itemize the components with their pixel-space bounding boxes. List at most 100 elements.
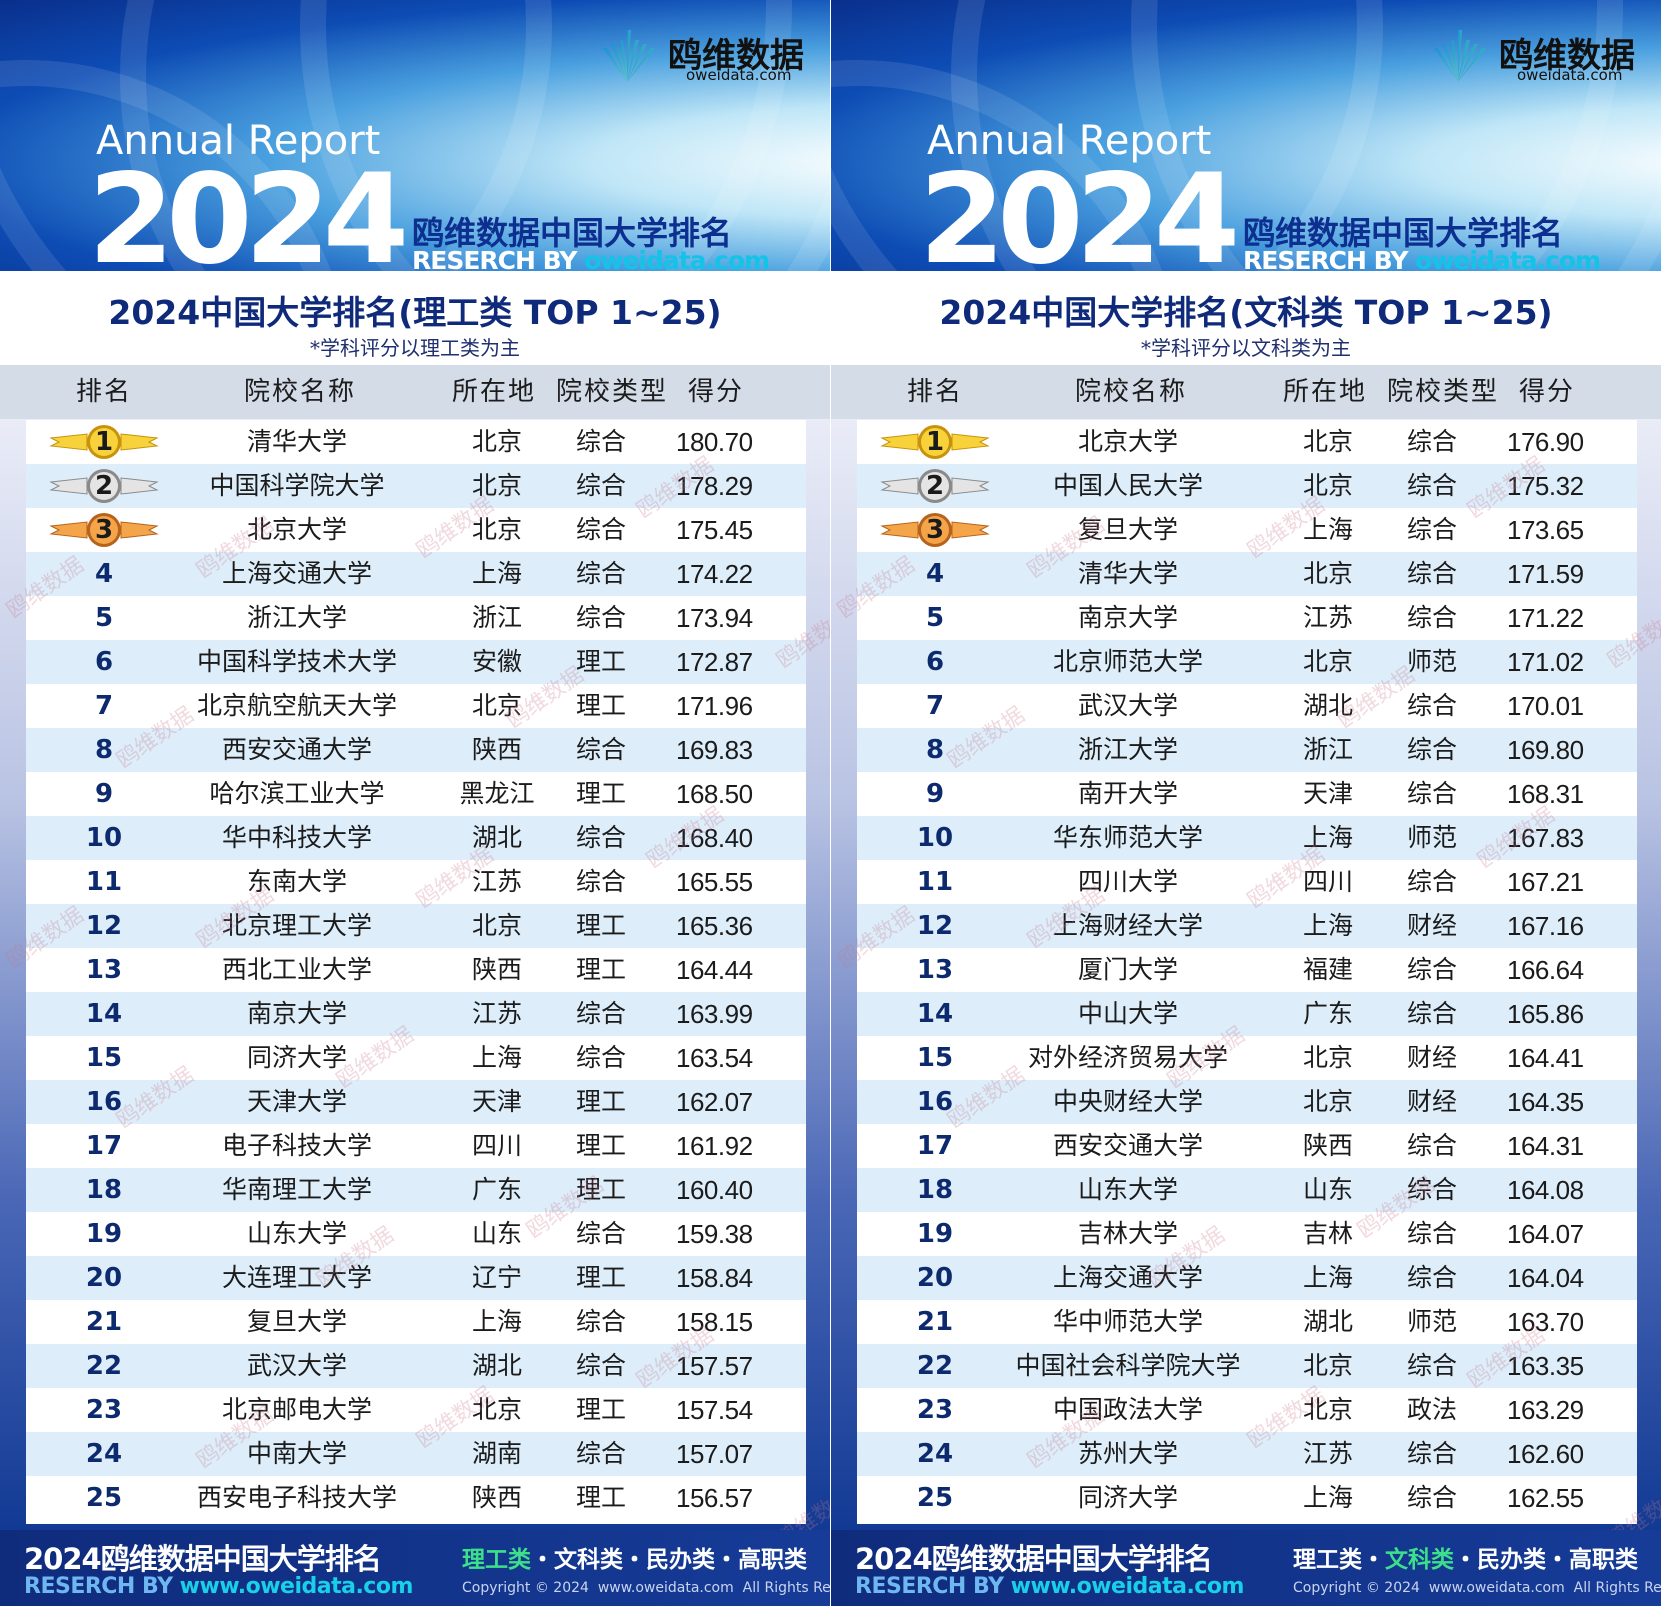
school-type: 综合 <box>1406 1439 1458 1468</box>
university-name: 中国科学院大学 <box>209 471 385 500</box>
table-row: 23 北京邮电大学 北京 理工 157.54 <box>26 1388 806 1432</box>
university-name: 苏州大学 <box>1077 1439 1179 1468</box>
location: 北京 <box>1302 647 1354 676</box>
rank-number: 23 <box>916 1395 954 1425</box>
column-header: 得分 <box>687 377 745 407</box>
school-type: 综合 <box>1406 1351 1458 1380</box>
score: 167.21 <box>1507 867 1584 897</box>
score: 163.54 <box>676 1043 753 1073</box>
score: 168.50 <box>676 779 753 809</box>
rank-number: 25 <box>916 1483 954 1513</box>
location: 天津 <box>1302 779 1354 808</box>
location: 广东 <box>471 1175 523 1204</box>
table-row: 8 浙江大学 浙江 综合 169.80 <box>857 728 1637 772</box>
school-type: 综合 <box>1406 559 1458 588</box>
university-name: 大连理工大学 <box>221 1263 373 1292</box>
table-row: 19 吉林大学 吉林 综合 164.07 <box>857 1212 1637 1256</box>
table-row: 1 北京大学 北京 综合 176.90 <box>857 420 1637 464</box>
location: 湖北 <box>471 823 523 852</box>
university-name: 山东大学 <box>1077 1175 1179 1204</box>
school-type: 理工 <box>575 647 627 676</box>
school-type: 综合 <box>1406 1263 1458 1292</box>
table-row: 9 哈尔滨工业大学 黑龙江 理工 168.50 <box>26 772 806 816</box>
location: 北京 <box>1302 427 1354 456</box>
school-type: 综合 <box>1406 1131 1458 1160</box>
medal <box>49 512 159 548</box>
rank-number: 4 <box>925 559 945 589</box>
location: 上海 <box>1302 1483 1354 1512</box>
score: 171.59 <box>1507 559 1584 589</box>
school-type: 综合 <box>1406 955 1458 984</box>
location: 广东 <box>1302 999 1354 1028</box>
column-header-band <box>831 365 1661 419</box>
score: 164.41 <box>1507 1043 1584 1073</box>
school-type: 综合 <box>1406 603 1458 632</box>
school-type: 综合 <box>575 1219 627 1248</box>
logo-name: 鸥维数据 <box>668 36 804 76</box>
score: 156.57 <box>676 1483 753 1513</box>
rank-number: 12 <box>85 911 123 941</box>
location: 天津 <box>471 1087 523 1116</box>
score: 159.38 <box>676 1219 753 1249</box>
column-header: 院校名称 <box>243 377 357 407</box>
table-row: 6 中国科学技术大学 安徽 理工 172.87 <box>26 640 806 684</box>
column-header: 院校名称 <box>1074 377 1188 407</box>
panel: 鸥维数据 oweidata.com Annual Report 2024 鸥维数据中国大… <box>0 0 830 1606</box>
university-name: 北京大学 <box>1077 427 1179 456</box>
score: 180.70 <box>676 427 753 457</box>
rank-number: 2 <box>94 471 114 501</box>
research-line: RESERCH BY oweidata.com <box>412 246 770 271</box>
school-type: 理工 <box>575 911 627 940</box>
university-name: 对外经济贸易大学 <box>1027 1043 1229 1072</box>
rank-number: 5 <box>94 603 114 633</box>
university-name: 中国政法大学 <box>1052 1395 1204 1424</box>
medal <box>880 424 990 460</box>
rank-number: 21 <box>85 1307 123 1337</box>
table-row: 3 北京大学 北京 综合 175.45 <box>26 508 806 552</box>
school-type: 师范 <box>1406 647 1458 676</box>
score: 166.64 <box>1507 955 1584 985</box>
footer-research: RESERCH BY www.oweidata.com <box>855 1574 1244 1599</box>
rank-number: 24 <box>85 1439 123 1469</box>
score: 171.22 <box>1507 603 1584 633</box>
rank-number: 10 <box>916 823 954 853</box>
rank-number: 10 <box>85 823 123 853</box>
location: 上海 <box>1302 823 1354 852</box>
table-row: 9 南开大学 天津 综合 168.31 <box>857 772 1637 816</box>
banner: 鸥维数据 oweidata.com Annual Report 2024 鸥维数据中国大… <box>831 0 1661 271</box>
school-type: 政法 <box>1406 1395 1458 1424</box>
university-name: 厦门大学 <box>1077 955 1179 984</box>
table-row: 23 中国政法大学 北京 政法 163.29 <box>857 1388 1637 1432</box>
table-row: 5 浙江大学 浙江 综合 173.94 <box>26 596 806 640</box>
rank-number: 20 <box>916 1263 954 1293</box>
university-name: 上海交通大学 <box>1052 1263 1204 1292</box>
score: 163.70 <box>1507 1307 1584 1337</box>
score: 176.90 <box>1507 427 1584 457</box>
table-row: 13 西北工业大学 陕西 理工 164.44 <box>26 948 806 992</box>
university-name: 南京大学 <box>1077 603 1179 632</box>
location: 四川 <box>1302 867 1354 896</box>
headline: 鸥维数据中国大学排名 <box>1243 214 1564 252</box>
location: 上海 <box>471 559 523 588</box>
table-row: 20 大连理工大学 辽宁 理工 158.84 <box>26 1256 806 1300</box>
location: 湖北 <box>1302 1307 1354 1336</box>
location: 北京 <box>471 471 523 500</box>
rank-number: 18 <box>85 1175 123 1205</box>
university-name: 电子科技大学 <box>221 1131 373 1160</box>
annual-report: Annual Report <box>96 118 381 164</box>
rank-number: 23 <box>85 1395 123 1425</box>
university-name: 南开大学 <box>1077 779 1179 808</box>
location: 北京 <box>471 1395 523 1424</box>
rank-number: 12 <box>916 911 954 941</box>
rank-number: 19 <box>916 1219 954 1249</box>
table-row: 2 中国科学院大学 北京 综合 178.29 <box>26 464 806 508</box>
school-type: 综合 <box>575 1307 627 1336</box>
score: 164.31 <box>1507 1131 1584 1161</box>
rank-number: 2 <box>925 471 945 501</box>
university-name: 北京理工大学 <box>221 911 373 940</box>
table-row: 21 复旦大学 上海 综合 158.15 <box>26 1300 806 1344</box>
location: 北京 <box>1302 1351 1354 1380</box>
score: 158.15 <box>676 1307 753 1337</box>
university-name: 浙江大学 <box>1077 735 1179 764</box>
university-name: 中央财经大学 <box>1052 1087 1204 1116</box>
